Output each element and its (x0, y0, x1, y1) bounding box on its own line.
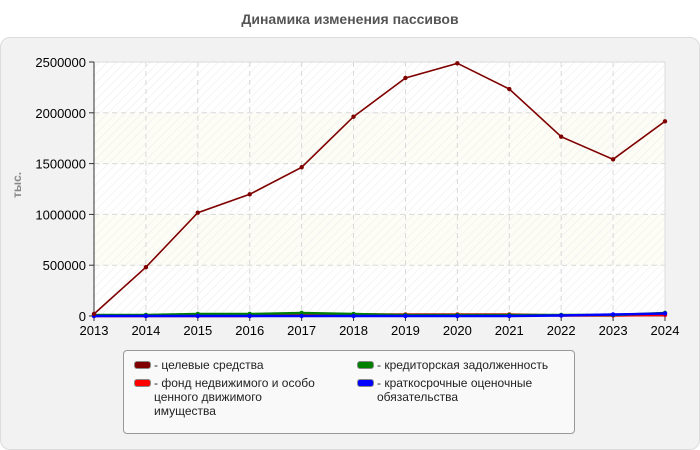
y-tick-label: 500000 (43, 258, 86, 273)
data-point-marker (507, 86, 512, 92)
data-point-marker (247, 313, 252, 319)
data-point-marker (143, 265, 149, 270)
x-tick-label: 2022 (547, 323, 576, 338)
plot-area (93, 61, 666, 317)
x-tick-label: 2017 (287, 323, 316, 338)
legend-item-accounts-payable: - кредиторская задолженность (357, 358, 548, 372)
y-tick-label: 1500000 (35, 157, 86, 172)
legend-item-target-funds: - целевые средства (134, 358, 264, 372)
y-tick-label: 1000000 (35, 207, 86, 222)
data-point-marker (662, 311, 668, 316)
data-point-marker (195, 313, 201, 319)
data-point-marker (455, 313, 460, 319)
data-point-marker (299, 165, 304, 170)
data-point-marker (610, 157, 616, 162)
x-tick-label: 2021 (495, 323, 524, 338)
legend-swatch-icon (357, 361, 374, 369)
y-tick-label: 2000000 (35, 106, 86, 121)
series-line (93, 62, 666, 315)
data-point-marker (143, 313, 149, 319)
legend-swatch-icon (134, 379, 151, 387)
data-point-marker (351, 313, 356, 319)
legend-swatch-icon (357, 379, 374, 387)
legend: - целевые средства - фонд недвижимого и … (123, 350, 575, 434)
data-point-marker (299, 310, 304, 316)
data-point-marker (455, 61, 460, 66)
x-tick-label: 2024 (651, 323, 680, 338)
series-lines (91, 61, 668, 319)
data-point-marker (558, 313, 564, 318)
data-point-marker (247, 192, 252, 197)
data-point-marker (403, 313, 408, 319)
legend-swatch-icon (134, 361, 151, 369)
data-point-marker (351, 114, 356, 119)
chart-title: Динамика изменения пассивов (241, 11, 459, 27)
y-tick-label: 0 (79, 309, 86, 324)
x-tick-label: 2023 (599, 323, 628, 338)
data-point-marker (195, 210, 201, 215)
data-point-marker (507, 313, 512, 319)
legend-item-short-term-provisions: - краткосрочные оценочные обязательства (357, 376, 532, 404)
legend-item-property-fund: - фонд недвижимого и особо ценного движи… (134, 376, 315, 418)
x-tick-label: 2018 (339, 323, 368, 338)
gridlines (94, 61, 665, 316)
y-tick-label: 2500000 (35, 55, 86, 70)
x-tick-label: 2020 (443, 323, 472, 338)
data-point-marker (610, 312, 616, 317)
x-tick-label: 2015 (183, 323, 212, 338)
x-tick-label: 2016 (235, 323, 264, 338)
data-point-marker (403, 75, 408, 81)
x-tick-label: 2019 (391, 323, 420, 338)
data-point-marker (299, 313, 304, 319)
x-tick-label: 2014 (131, 323, 160, 338)
data-point-marker (91, 311, 97, 317)
data-point-marker (662, 119, 668, 124)
x-tick-label: 2013 (80, 323, 109, 338)
data-point-marker (558, 134, 564, 139)
series-line (94, 312, 666, 318)
